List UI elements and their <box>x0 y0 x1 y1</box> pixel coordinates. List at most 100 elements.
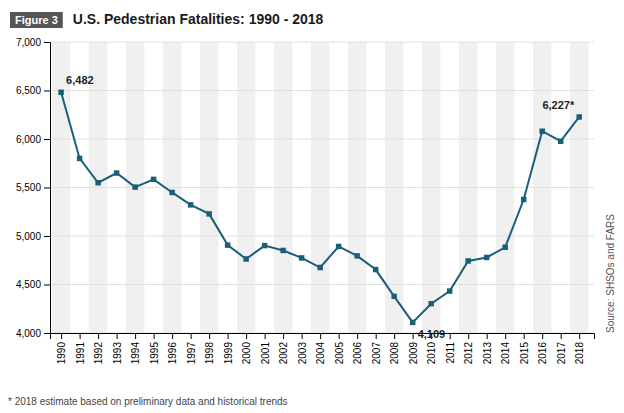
x-tick-label: 2004 <box>315 342 326 365</box>
x-tick-mark <box>320 333 321 339</box>
x-tick-mark <box>376 333 377 339</box>
x-tick-label: 2002 <box>278 342 289 365</box>
marker <box>77 156 82 161</box>
y-tick-mark <box>44 42 50 43</box>
marker <box>132 184 137 189</box>
y-tick: 7,000 <box>16 37 50 48</box>
y-tick-label: 4,000 <box>16 328 41 339</box>
marker <box>354 253 359 258</box>
x-tick: 1991 <box>75 333 86 364</box>
marker <box>484 255 489 260</box>
x-tick-label: 1996 <box>167 342 178 365</box>
x-tick-label: 2011 <box>445 342 456 364</box>
marker <box>58 90 63 95</box>
x-tick-label: 2017 <box>556 342 567 365</box>
x-tick-label: 1998 <box>204 342 215 365</box>
source: Source: SHSOs and FARS <box>605 214 616 333</box>
x-tick: 2011 <box>445 333 456 364</box>
x-tick: 2015 <box>519 333 530 364</box>
y-tick-mark <box>44 236 50 237</box>
y-tick-mark <box>44 91 50 92</box>
y-tick-label: 4,500 <box>16 279 41 290</box>
x-tick-mark <box>505 333 506 339</box>
annotation: 4,109 <box>418 328 446 340</box>
x-tick-label: 2012 <box>463 342 474 365</box>
x-tick: 2005 <box>334 333 345 364</box>
y-tick-label: 5,000 <box>16 231 41 242</box>
marker <box>521 197 526 202</box>
x-tick: 1993 <box>112 333 123 364</box>
marker <box>206 211 211 216</box>
y-tick: 6,500 <box>16 85 50 96</box>
figure-label-box <box>10 12 63 28</box>
x-tick-label: 2016 <box>537 342 548 365</box>
grid-line <box>50 42 594 43</box>
x-tick-label: 2005 <box>334 342 345 365</box>
x-axis-line <box>51 334 595 340</box>
x-tick-label: 2001 <box>260 342 271 365</box>
y-tick-label: 5,500 <box>16 182 41 193</box>
x-tick: 1999 <box>223 333 234 364</box>
marker <box>465 258 470 263</box>
plot: 4,0004,5005,0005,5006,0006,5007,00019901… <box>16 37 595 365</box>
y-tick: 4,000 <box>16 328 50 339</box>
x-tick-label: 1995 <box>149 342 160 365</box>
y-tick-label: 6,500 <box>16 85 41 96</box>
marker <box>151 177 156 182</box>
x-tick-label: 2000 <box>241 342 252 365</box>
x-tick: 2008 <box>389 333 400 364</box>
x-tick-mark <box>524 333 525 339</box>
grid-line <box>50 187 594 188</box>
y-tick: 6,000 <box>16 134 50 145</box>
line <box>61 92 579 322</box>
marker <box>410 320 415 325</box>
x-tick: 1997 <box>186 333 197 364</box>
x-tick-label: 2018 <box>574 342 585 365</box>
marker <box>576 114 581 119</box>
y-tick-mark <box>44 188 50 189</box>
x-tick-mark <box>98 333 99 339</box>
x-tick: 1996 <box>167 333 178 364</box>
x-tick-label: 2007 <box>371 342 382 365</box>
x-tick-label: 1993 <box>112 342 123 365</box>
x-axis: 1990 1991 1992 1993 1994 1995 1996 1997 1998 1999… <box>51 333 595 364</box>
x-tick: 2002 <box>278 333 289 364</box>
x-tick: 2000 <box>241 333 252 364</box>
header: Figure 3 U.S. Pedestrian Fatalities: 1990… <box>10 11 324 28</box>
marker <box>169 190 174 195</box>
x-tick-label: 1997 <box>186 342 197 365</box>
chart-svg: Figure 3 U.S. Pedestrian Fatalities: 1990… <box>0 0 624 413</box>
marker <box>317 265 322 270</box>
figure-label: Figure 3 <box>15 14 58 26</box>
y-axis: 4,000 4,500 5,000 5,500 6,000 6,500 7,000 <box>16 37 51 339</box>
x-tick-mark <box>394 333 395 339</box>
x-tick-mark <box>561 333 562 339</box>
x-tick-label: 1994 <box>130 342 141 365</box>
x-tick: 2013 <box>482 333 493 364</box>
x-tick-label: 1999 <box>223 342 234 365</box>
x-tick-label: 2014 <box>500 342 511 365</box>
x-tick-label: 1991 <box>75 342 86 365</box>
x-tick: 1992 <box>93 333 104 364</box>
marker <box>336 244 341 249</box>
marker <box>428 301 433 306</box>
x-tick-mark <box>191 333 192 339</box>
marker <box>373 267 378 272</box>
x-tick-label: 2015 <box>519 342 530 365</box>
x-tick-label: 1990 <box>56 342 67 365</box>
title: U.S. Pedestrian Fatalities: 1990 - 2018 <box>73 11 324 27</box>
y-tick-label: 6,000 <box>16 134 41 145</box>
marker <box>225 242 230 247</box>
x-tick-mark <box>154 333 155 339</box>
x-tick-mark <box>450 333 451 339</box>
x-tick-mark <box>487 333 488 339</box>
x-tick-label: 2006 <box>352 342 363 365</box>
x-tick-label: 2010 <box>426 342 437 365</box>
annotation: 6,482 <box>66 74 94 86</box>
marker <box>95 180 100 185</box>
x-tick-mark <box>117 333 118 339</box>
grid <box>50 42 594 333</box>
x-tick-mark <box>339 333 340 339</box>
x-tick: 1994 <box>130 333 141 364</box>
marker <box>539 129 544 134</box>
